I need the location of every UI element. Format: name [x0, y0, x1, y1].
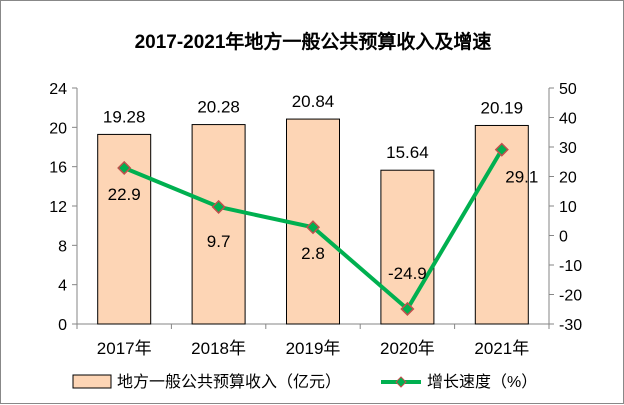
right-tick-label: 20 — [559, 170, 577, 187]
x-tick-label: 2021年 — [474, 339, 529, 358]
growth-value-label: -24.9 — [388, 264, 427, 283]
growth-marker — [305, 220, 321, 235]
right-tick-label: -30 — [559, 317, 582, 334]
x-tick-label: 2018年 — [191, 339, 246, 358]
bar-value-label: 20.84 — [292, 92, 335, 111]
bar — [474, 124, 529, 325]
legend-bar-label: 地方一般公共预算收入（亿元） — [117, 372, 341, 391]
right-tick-label: 0 — [559, 229, 568, 246]
left-tick-label: 24 — [49, 81, 67, 98]
left-tick-label: 4 — [58, 278, 67, 295]
growth-value-label: 2.8 — [301, 244, 325, 263]
right-tick-label: -20 — [559, 288, 582, 305]
right-tick-label: 10 — [559, 199, 577, 216]
growth-value-label: 22.9 — [108, 185, 141, 204]
bar-value-label: 20.28 — [197, 98, 240, 117]
x-tick-label: 2019年 — [286, 339, 341, 358]
growth-value-label: 9.7 — [207, 232, 231, 251]
left-tick-label: 20 — [49, 120, 67, 137]
growth-value-label: 29.1 — [505, 168, 538, 187]
growth-marker — [117, 160, 132, 176]
legend-line-label: 增长速度（%） — [427, 373, 537, 391]
left-tick-label: 0 — [58, 317, 67, 334]
right-tick-label: -10 — [559, 258, 582, 275]
left-tick-label: 12 — [49, 199, 67, 216]
legend-marker-swatch — [395, 376, 407, 388]
bar-value-label: 20.19 — [481, 98, 524, 117]
legend-bar-swatch — [72, 374, 112, 389]
bar-value-label: 19.28 — [103, 107, 146, 126]
x-tick-label: 2017年 — [97, 339, 152, 358]
growth-marker — [211, 199, 226, 214]
bar-value-label: 15.64 — [386, 143, 429, 162]
x-tick-label: 2020年 — [380, 339, 435, 358]
left-tick-label: 8 — [58, 238, 67, 255]
left-tick-label: 16 — [49, 160, 67, 177]
right-tick-label: 30 — [559, 140, 577, 157]
right-tick-label: 40 — [559, 111, 577, 128]
bar — [380, 169, 435, 325]
growth-marker — [400, 301, 415, 317]
chart-title: 2017-2021年地方一般公共预算收入及增速 — [135, 30, 492, 53]
growth-marker — [494, 142, 509, 157]
bar — [191, 124, 246, 325]
right-tick-label: 50 — [559, 81, 577, 98]
